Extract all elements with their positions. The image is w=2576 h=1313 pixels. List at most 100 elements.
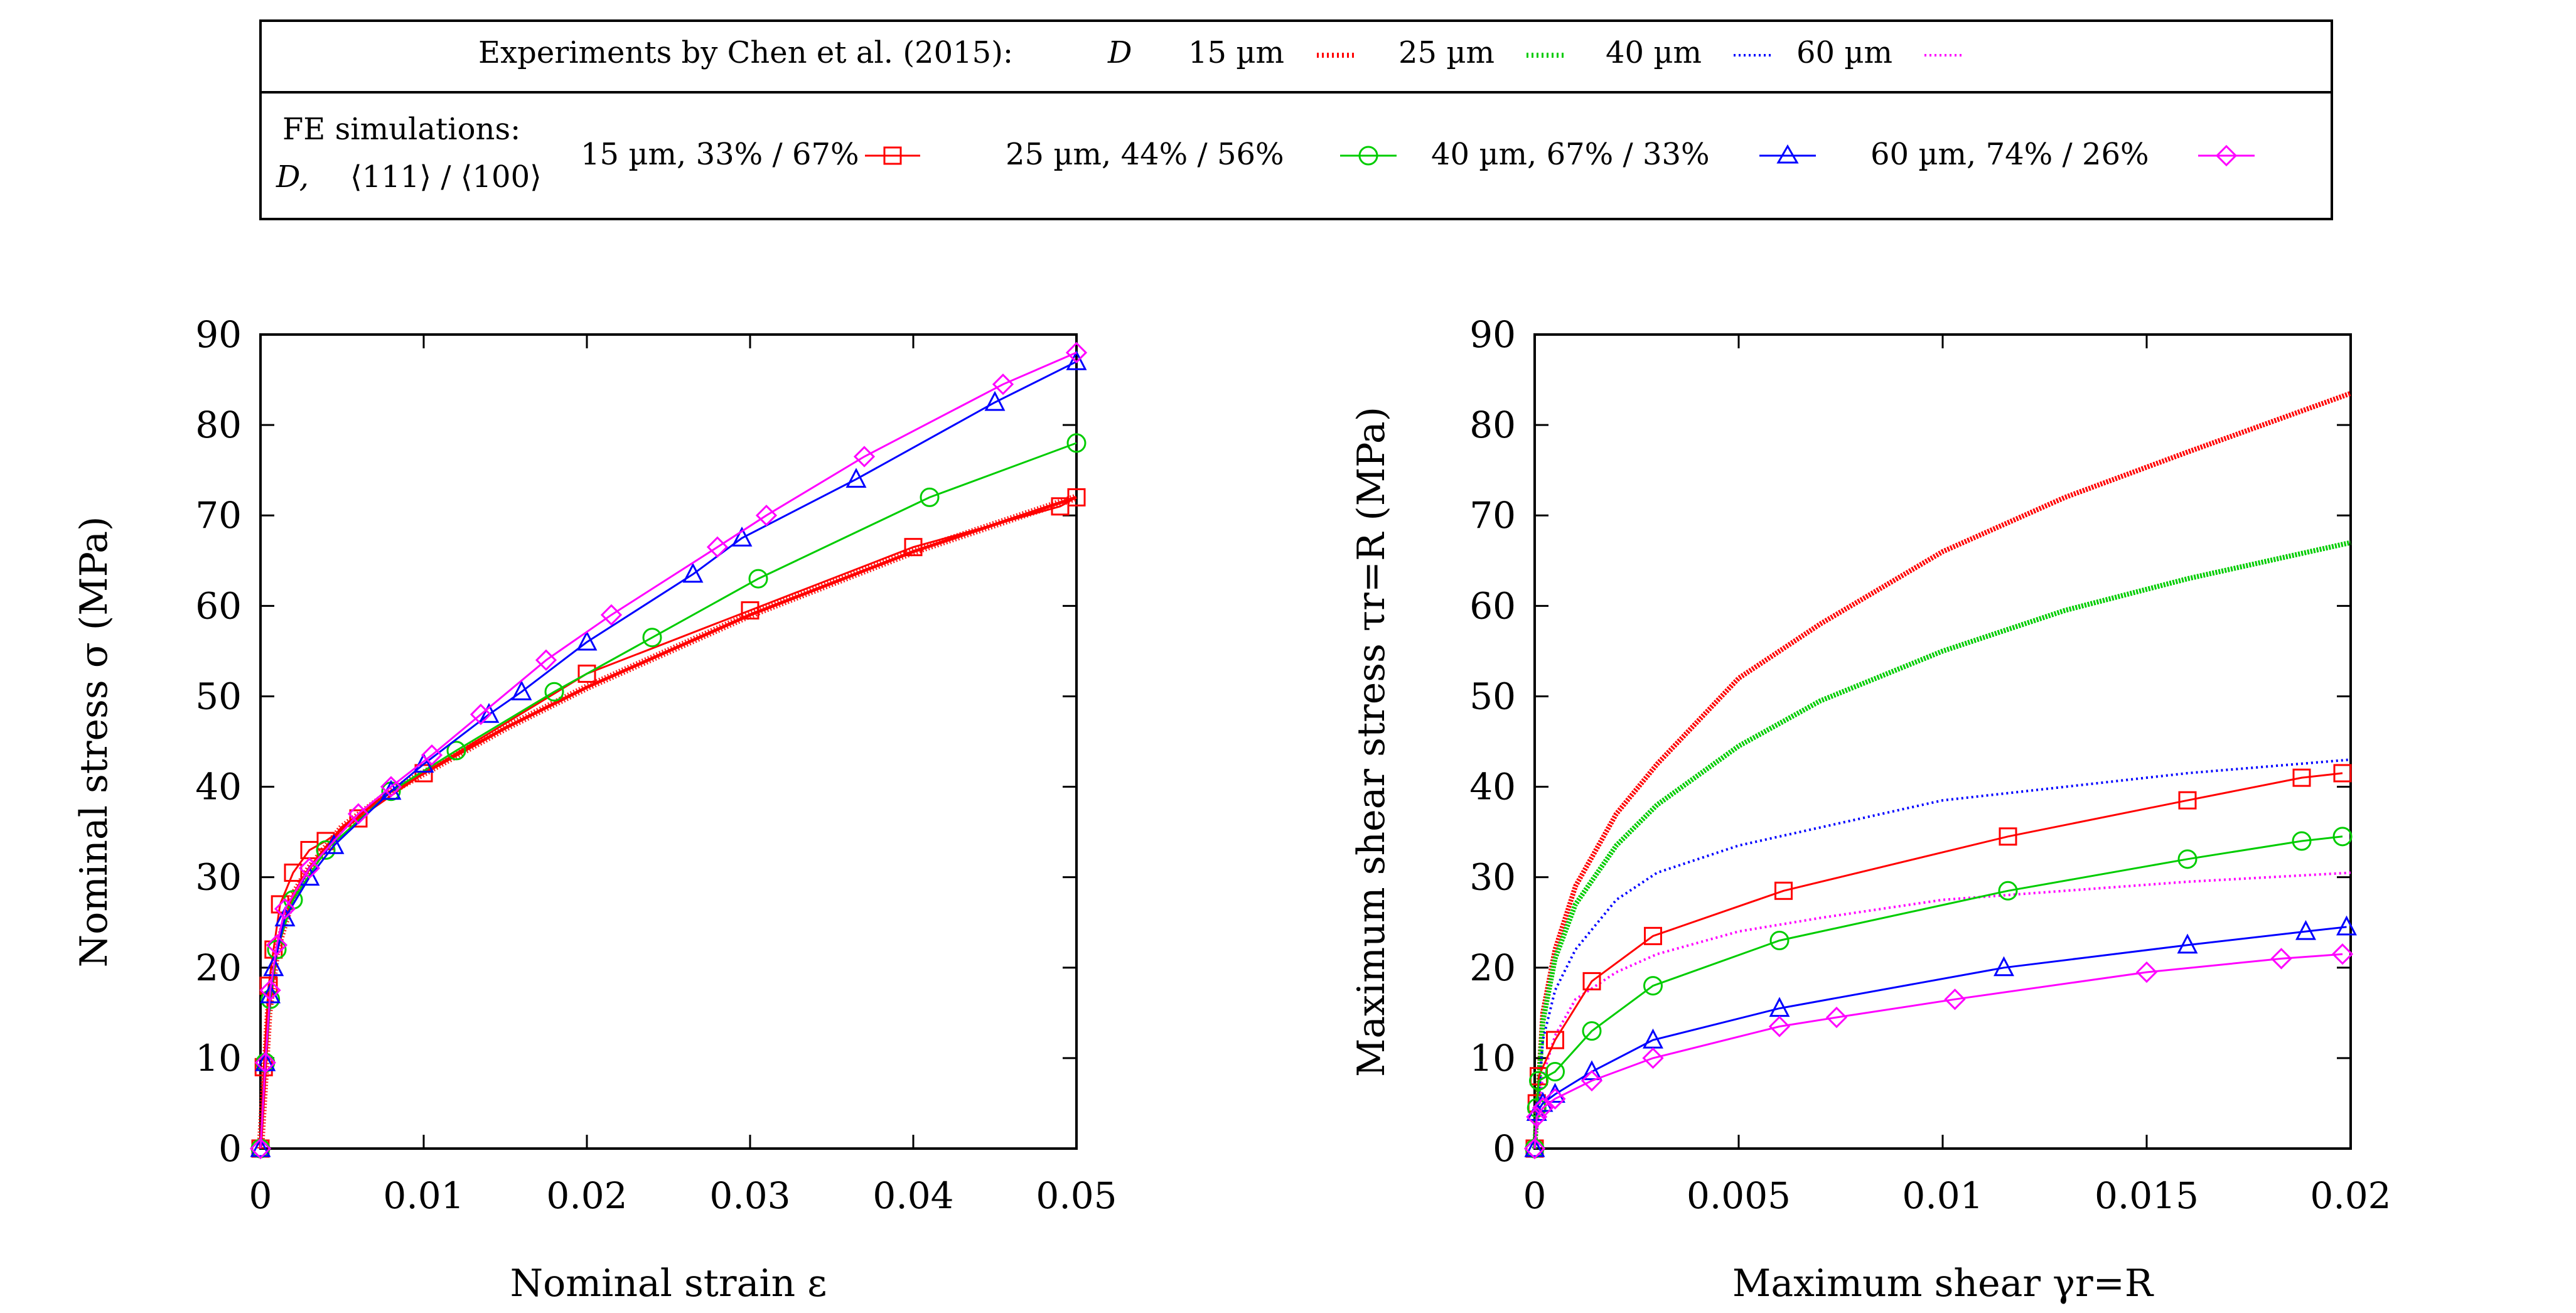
series-sim-40-point bbox=[2295, 919, 2316, 940]
series-sim-15-point bbox=[1582, 972, 1601, 990]
series-sim-25-point bbox=[2292, 831, 2312, 851]
y-tick-label: 10 bbox=[195, 1037, 242, 1080]
legend-exp-label-60: 60 µm bbox=[1796, 35, 1892, 70]
plot-frame bbox=[259, 333, 1078, 1150]
series-sim-60-point bbox=[1944, 989, 1966, 1010]
series-sim-40-point bbox=[478, 703, 500, 723]
series-sim-25-point bbox=[1529, 1071, 1548, 1091]
series-sim-15-point bbox=[577, 664, 596, 683]
series-sim-40-point bbox=[1581, 1060, 1602, 1081]
series-sim-15-point bbox=[259, 977, 278, 995]
series-sim-40-point bbox=[984, 390, 1006, 411]
series-exp-60-line bbox=[1533, 871, 2351, 1149]
series-sim-40-line bbox=[1533, 926, 2347, 1149]
legend-experiments-row: Experiments by Chen et al. (2015): D 15 … bbox=[478, 35, 1962, 70]
series-sim-60-point bbox=[535, 649, 557, 671]
series-sim-15-point bbox=[904, 538, 923, 557]
right-shear-stress-chart: 0 10 20 30 40 50 60 70 80 90 0 0.005 0.01 0.015 0.02 Ma… bbox=[1350, 313, 2391, 1305]
y-tick-label: 20 bbox=[195, 946, 242, 989]
x-tick-label: 0.02 bbox=[2310, 1174, 2391, 1217]
x-tick-label: 0 bbox=[249, 1174, 272, 1217]
y-tick-label: 80 bbox=[1469, 404, 1516, 446]
series-sim-15-point bbox=[1546, 1031, 1564, 1049]
legend-sim-label-15: 15 µm, 33% / 67% bbox=[581, 137, 859, 172]
series-sim-60-point bbox=[1642, 1047, 1664, 1069]
y-tick-label: 20 bbox=[1469, 946, 1516, 989]
legend-experiments-title: Experiments by Chen et al. (2015): bbox=[478, 35, 1013, 70]
x-tick-label: 0.02 bbox=[546, 1174, 627, 1217]
legend-sim-texture: ⟨111⟩ / ⟨100⟩ bbox=[350, 159, 542, 195]
series-sim-60-line bbox=[259, 351, 1077, 1149]
series-sim-60-point bbox=[249, 1137, 272, 1160]
series-sim-15-point bbox=[1774, 881, 1793, 900]
legend-exp-label-15: 15 µm bbox=[1188, 35, 1284, 70]
series-sim-60-point bbox=[470, 704, 492, 726]
y-tick-label: 60 bbox=[1469, 584, 1516, 627]
series-sim-60-point bbox=[347, 803, 370, 825]
y-tick-label: 10 bbox=[1469, 1037, 1516, 1080]
series-sim-60-point bbox=[274, 898, 296, 920]
series-sim-40-point bbox=[413, 753, 434, 773]
series-sim-25-point bbox=[920, 487, 940, 507]
y-axis-label: Maximum shear stress τr=R (MPa) bbox=[1350, 407, 1393, 1077]
legend-sim-label-40: 40 µm, 67% / 33% bbox=[1431, 137, 1710, 172]
y-tick-label: 30 bbox=[1469, 856, 1516, 899]
x-tick-label: 0.01 bbox=[383, 1174, 464, 1217]
series-sim-60-point bbox=[259, 979, 281, 1001]
y-tick-label: 0 bbox=[1493, 1127, 1516, 1170]
series-sim-25-point bbox=[748, 569, 768, 589]
legend-sim-symbol: D, bbox=[276, 159, 309, 195]
series-sim-15-point bbox=[349, 809, 368, 828]
legend-sim-marker-square bbox=[883, 146, 902, 165]
series-sim-60-point bbox=[266, 934, 288, 956]
y-tick-label: 50 bbox=[1469, 675, 1516, 717]
legend-exp-label-40: 40 µm bbox=[1606, 35, 1702, 70]
y-tick-label: 80 bbox=[195, 404, 242, 446]
series-sim-60-point bbox=[1544, 1088, 1566, 1110]
series-sim-15-point bbox=[2178, 791, 2197, 810]
series-sim-60-line bbox=[1533, 953, 2343, 1149]
series-sim-15-point bbox=[741, 601, 759, 620]
legend-frame bbox=[259, 19, 2333, 220]
legend-sim-marker-diamond bbox=[2215, 144, 2238, 167]
series-sim-25-point bbox=[2177, 849, 2198, 869]
legend-sim-marker-circle bbox=[1358, 146, 1378, 166]
series-sim-60-point bbox=[1532, 1097, 1554, 1119]
y-tick-label: 90 bbox=[1469, 313, 1516, 356]
series-sim-25-point bbox=[267, 940, 287, 960]
series-sim-40-point bbox=[2336, 915, 2357, 936]
series-sim-40-point bbox=[263, 956, 284, 977]
y-axis-label: Nominal stress σ (MPa) bbox=[72, 517, 116, 968]
y-tick-label: 40 bbox=[195, 766, 242, 808]
series-sim-60-point bbox=[992, 373, 1014, 395]
y-tick-label: 0 bbox=[218, 1127, 242, 1170]
series-sim-25-point bbox=[544, 682, 564, 702]
series-exp-25-line bbox=[1532, 540, 2351, 1149]
series-sim-40-point bbox=[1066, 350, 1087, 370]
series-sim-25-point bbox=[446, 741, 466, 761]
series-sim-60-point bbox=[853, 446, 876, 468]
series-sim-40-point bbox=[2177, 933, 2198, 954]
series-sim-60-point bbox=[1825, 1006, 1848, 1029]
series-sim-25-point bbox=[1066, 433, 1087, 453]
series-sim-60-point bbox=[600, 604, 623, 626]
series-sim-40-point bbox=[731, 526, 753, 547]
x-tick-label: 0.05 bbox=[1036, 1174, 1117, 1217]
legend: Experiments by Chen et al. (2015): D 15 … bbox=[259, 19, 2333, 220]
series-sim-60-point bbox=[755, 505, 778, 527]
series-sim-60-point bbox=[706, 536, 729, 558]
x-tick-label: 0.01 bbox=[1902, 1174, 1983, 1217]
y-tick-label: 30 bbox=[195, 856, 242, 899]
series-sim-60-point bbox=[2135, 961, 2158, 983]
series-sim-60-point bbox=[1768, 1016, 1791, 1037]
series-sim-60-point bbox=[2270, 948, 2292, 970]
series-sim-25-point bbox=[642, 628, 662, 648]
series-sim-60-point bbox=[298, 857, 321, 879]
legend-sim-label-25: 25 µm, 44% / 56% bbox=[1006, 137, 1284, 172]
series-sim-25-point bbox=[2332, 827, 2353, 847]
series-sim-60-point bbox=[1580, 1069, 1603, 1092]
series-sim-40-point bbox=[845, 468, 867, 488]
series-sim-60-point bbox=[1523, 1137, 1546, 1160]
y-tick-label: 90 bbox=[195, 313, 242, 356]
x-tick-label: 0.015 bbox=[2095, 1174, 2199, 1217]
